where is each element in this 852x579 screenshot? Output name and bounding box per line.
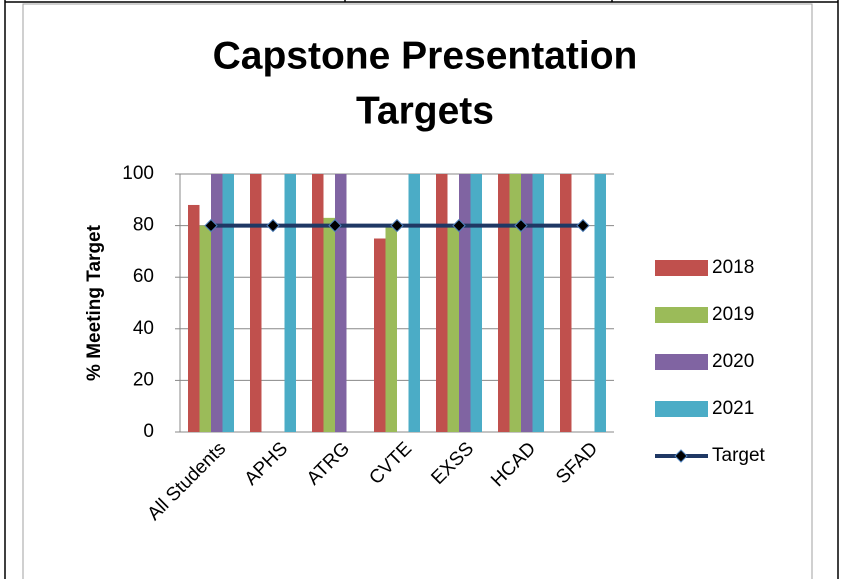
bar (335, 174, 347, 432)
bar (284, 174, 296, 432)
bar (374, 238, 386, 432)
bar (312, 174, 324, 432)
legend-label: 2020 (712, 351, 754, 372)
line-marker (452, 218, 466, 233)
y-tick-label: 100 (122, 163, 154, 184)
y-tick-label: 0 (143, 421, 154, 442)
line-marker (328, 218, 342, 233)
y-tick-label: 40 (133, 318, 154, 339)
legend-label: Target (712, 445, 766, 466)
line-marker (514, 218, 528, 233)
y-tick-label: 20 (133, 369, 154, 390)
legend-swatch (655, 307, 708, 323)
bar (532, 174, 544, 432)
bar (447, 225, 459, 432)
bar (560, 174, 572, 432)
bar (470, 174, 482, 432)
bar (385, 225, 397, 432)
y-tick-label: 80 (133, 215, 154, 236)
bar (509, 174, 521, 432)
bar (521, 174, 533, 432)
line-marker (390, 218, 404, 233)
bar (498, 174, 510, 432)
chart-title: Targets (356, 89, 494, 132)
line-marker (266, 218, 280, 233)
bar (594, 174, 606, 432)
legend-label: 2019 (712, 304, 754, 325)
bar (459, 174, 471, 432)
legend-label: 2021 (712, 398, 754, 419)
bar (408, 174, 420, 432)
line-marker (204, 218, 218, 233)
y-tick-label: 60 (133, 266, 154, 287)
bar (188, 204, 200, 432)
legend-swatch (655, 401, 708, 417)
y-axis-label: % Meeting Target (84, 224, 105, 381)
bar (250, 174, 262, 432)
legend-label: 2018 (712, 257, 754, 278)
bar (323, 217, 335, 432)
bar (436, 174, 448, 432)
legend-marker (674, 449, 688, 463)
line-marker (576, 218, 590, 233)
chart-title: Capstone Presentation (213, 34, 638, 77)
legend-swatch (655, 354, 708, 370)
bar (222, 174, 234, 432)
bar (199, 225, 211, 432)
legend-swatch (655, 260, 708, 276)
bar (211, 174, 223, 432)
